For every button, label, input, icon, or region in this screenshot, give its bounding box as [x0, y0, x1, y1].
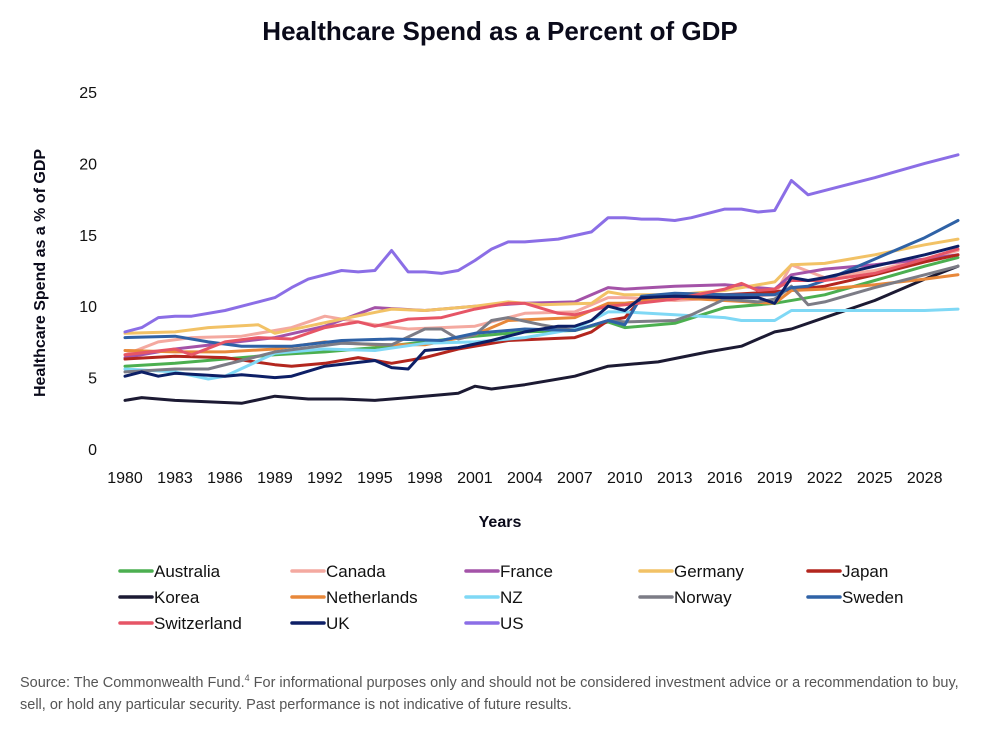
x-tick-label: 2025 [857, 470, 893, 487]
y-tick-label: 0 [88, 442, 97, 459]
y-tick-label: 5 [88, 371, 97, 388]
series-line-switzerland [123, 247, 960, 357]
legend-item-nz: NZ [464, 588, 523, 607]
x-tick-label: 1980 [107, 470, 143, 487]
x-tick-label: 1998 [407, 470, 443, 487]
legend-item-uk: UK [290, 614, 350, 633]
y-tick-label: 20 [79, 156, 97, 173]
legend-label: Switzerland [154, 614, 242, 633]
footnote-mark: 4 [244, 673, 250, 683]
series-line-korea [123, 264, 960, 405]
x-tick-label: 2016 [707, 470, 743, 487]
y-tick-label: 25 [79, 85, 97, 102]
legend-label: UK [326, 614, 350, 633]
y-axis-ticks: 0 5 10 15 20 25 [79, 85, 97, 459]
legend-label: Australia [154, 562, 221, 581]
series-line-uk [123, 244, 960, 380]
legend-label: France [500, 562, 553, 581]
legend-item-netherlands: Netherlands [290, 588, 418, 607]
series-line-us [123, 153, 960, 334]
legend-label: Norway [674, 588, 732, 607]
series-line-sweden [123, 219, 960, 348]
series-line-canada [123, 249, 960, 357]
series-lines [123, 153, 960, 405]
source-disclaimer: For informational purposes only and shou… [20, 674, 959, 713]
source-note: Source: The Commonwealth Fund.4 For info… [20, 667, 985, 716]
legend-label: Canada [326, 562, 386, 581]
series-line-france [123, 253, 960, 360]
y-tick-label: 10 [79, 299, 97, 316]
x-axis-label: Years [479, 514, 522, 531]
legend-item-canada: Canada [290, 562, 386, 581]
legend-item-korea: Korea [118, 588, 200, 607]
x-tick-label: 2022 [807, 470, 843, 487]
legend-item-france: France [464, 562, 553, 581]
series-line-norway [123, 264, 960, 374]
x-tick-label: 2007 [557, 470, 593, 487]
legend: Australia Canada France Germany Japan Korea Ne… [118, 562, 903, 633]
legend-item-sweden: Sweden [806, 588, 903, 607]
x-tick-label: 1983 [157, 470, 193, 487]
legend-label: Japan [842, 562, 888, 581]
y-tick-label: 15 [79, 228, 97, 245]
legend-label: Netherlands [326, 588, 418, 607]
source-prefix: Source: The Commonwealth Fund. [20, 674, 245, 691]
legend-item-germany: Germany [638, 562, 744, 581]
series-line-germany [123, 237, 960, 335]
legend-label: Sweden [842, 588, 903, 607]
x-tick-label: 2019 [757, 470, 793, 487]
y-axis-label: Healthcare Spend as a % of GDP [32, 149, 49, 397]
legend-label: US [500, 614, 524, 633]
x-tick-label: 2013 [657, 470, 693, 487]
legend-label: Korea [154, 588, 200, 607]
x-tick-label: 1992 [307, 470, 343, 487]
legend-item-japan: Japan [806, 562, 888, 581]
legend-label: Germany [674, 562, 744, 581]
x-tick-label: 2028 [907, 470, 943, 487]
legend-item-australia: Australia [118, 562, 221, 581]
x-tick-label: 1989 [257, 470, 293, 487]
legend-item-switzerland: Switzerland [118, 614, 242, 633]
legend-item-us: US [464, 614, 524, 633]
x-tick-label: 1995 [357, 470, 393, 487]
x-tick-label: 2004 [507, 470, 543, 487]
x-axis-ticks: 1980 1983 1986 1989 1992 1995 1998 2001 2004 2007… [107, 470, 942, 487]
legend-label: NZ [500, 588, 523, 607]
legend-item-norway: Norway [638, 588, 732, 607]
x-tick-label: 2001 [457, 470, 493, 487]
x-tick-label: 1986 [207, 470, 243, 487]
chart-title: Healthcare Spend as a Percent of GDP [262, 16, 737, 46]
x-tick-label: 2010 [607, 470, 643, 487]
